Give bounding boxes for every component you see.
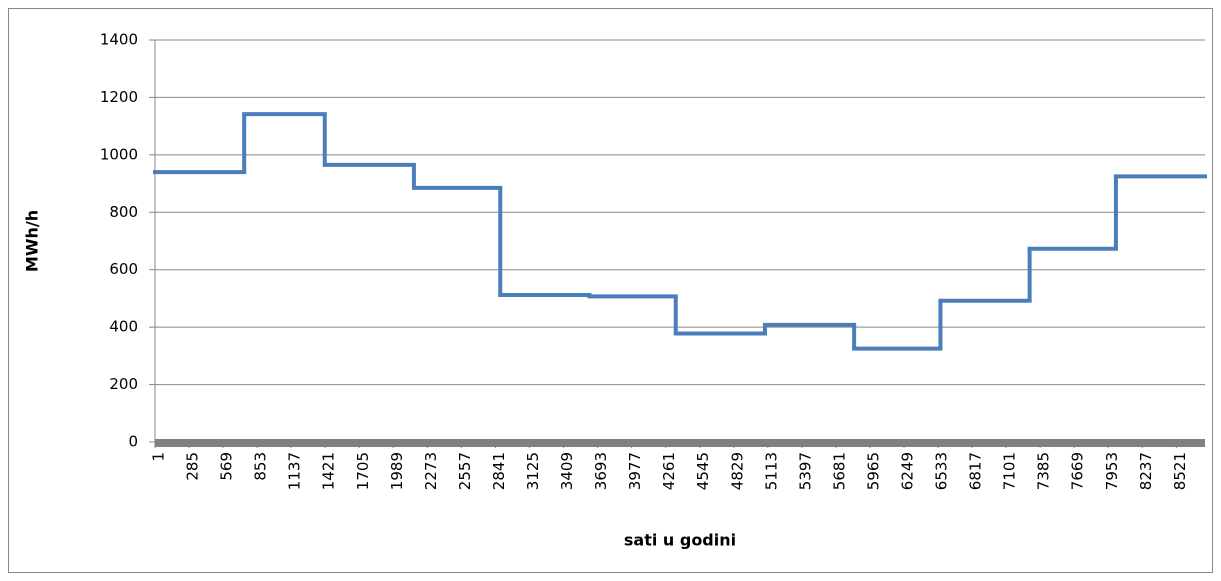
x-tick-label: 3409: [558, 452, 576, 490]
x-tick-label: 4545: [694, 452, 712, 490]
x-tick-label: 6249: [898, 452, 916, 490]
x-tick-label: 1137: [286, 452, 304, 490]
x-tick-label: 1421: [320, 452, 338, 490]
x-tick-label: 3977: [626, 452, 644, 490]
x-tick-label: 4829: [728, 452, 746, 490]
x-tick-label: 1989: [388, 452, 406, 490]
x-tick-label: 853: [252, 452, 270, 481]
x-tick-label: 4261: [660, 452, 678, 490]
y-tick-label: 1000: [100, 145, 138, 163]
x-tick-label: 5113: [762, 452, 780, 490]
x-tick-label: 8237: [1137, 452, 1155, 490]
y-tick-label: 1400: [100, 31, 138, 49]
x-tick-label: 6533: [933, 452, 951, 490]
y-tick-label: 400: [109, 318, 138, 336]
y-tick-label: 200: [109, 375, 138, 393]
x-tick-label: 285: [184, 452, 202, 481]
x-tick-label: 2557: [456, 452, 474, 490]
x-tick-label: 2273: [422, 452, 440, 490]
x-tick-label: 2841: [490, 452, 508, 490]
x-tick-label: 7669: [1069, 452, 1087, 490]
y-tick-label: 600: [109, 260, 138, 278]
y-tick-label: 800: [109, 203, 138, 221]
y-tick-label: 0: [128, 433, 138, 451]
x-tick-label: 8521: [1171, 452, 1189, 490]
x-tick-label: 1705: [354, 452, 372, 490]
x-tick-label: 7385: [1035, 452, 1053, 490]
chart-border: [8, 8, 1213, 573]
x-tick-label: 3693: [592, 452, 610, 490]
x-tick-label: 5965: [864, 452, 882, 490]
x-tick-label: 3125: [524, 452, 542, 490]
x-tick-label: 6817: [967, 452, 985, 490]
x-tick-label: 5681: [830, 452, 848, 490]
x-tick-label: 7953: [1103, 452, 1121, 490]
x-tick-label: 1: [150, 452, 168, 462]
y-axis-title: MWh/h: [23, 210, 42, 272]
y-tick-label: 1200: [100, 88, 138, 106]
x-tick-label: 7101: [1001, 452, 1019, 490]
x-tick-label: 5397: [796, 452, 814, 490]
x-axis-title: sati u godini: [624, 531, 736, 550]
x-tick-label: 569: [218, 452, 236, 481]
